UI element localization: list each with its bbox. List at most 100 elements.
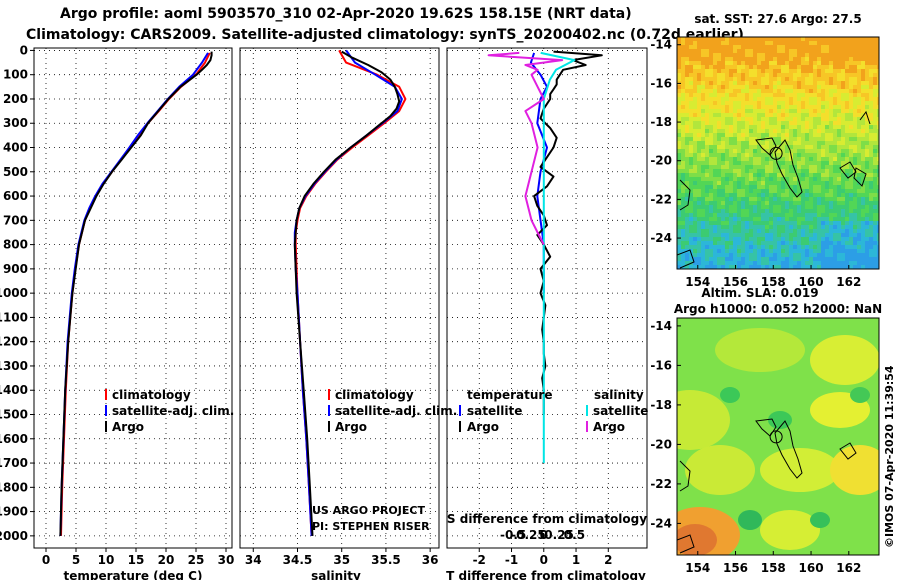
sst-cell [705, 137, 709, 141]
sst-cell [857, 173, 861, 177]
sst-cell [753, 157, 757, 161]
sst-cell [753, 261, 757, 265]
sst-cell [705, 41, 709, 45]
sst-cell [793, 241, 797, 245]
sst-cell [837, 205, 841, 209]
sst-cell [793, 105, 797, 109]
sst-cell [853, 229, 857, 233]
sst-cell [769, 65, 773, 69]
sst-cell [821, 145, 825, 149]
sst-cell [677, 181, 681, 185]
sst-cell [777, 245, 781, 249]
sst-cell [793, 149, 797, 153]
sst-cell [833, 253, 837, 257]
sst-cell [741, 225, 745, 229]
sst-cell [849, 129, 853, 133]
sst-cell [801, 185, 805, 189]
sst-cell [865, 141, 869, 145]
sst-cell [749, 77, 753, 81]
sst-cell [685, 245, 689, 249]
sst-cell [809, 253, 813, 257]
sst-cell [749, 97, 753, 101]
sst-cell [757, 109, 761, 113]
sst-cell [729, 145, 733, 149]
sst-cell [741, 85, 745, 89]
sst-cell [753, 41, 757, 45]
sst-cell [809, 77, 813, 81]
sst-cell [729, 141, 733, 145]
sst-cell [737, 109, 741, 113]
sst-cell [713, 61, 717, 65]
sst-cell [761, 201, 765, 205]
sst-cell [753, 133, 757, 137]
sst-cell [821, 65, 825, 69]
sst-cell [701, 137, 705, 141]
sst-cell [729, 169, 733, 173]
sst-cell [717, 89, 721, 93]
sst-cell [745, 97, 749, 101]
sst-cell [725, 233, 729, 237]
sst-cell [829, 161, 833, 165]
sst-cell [821, 113, 825, 117]
sst-cell [717, 69, 721, 73]
sst-cell [877, 165, 879, 169]
sst-cell [845, 129, 849, 133]
sst-cell [737, 193, 741, 197]
sst-cell [769, 161, 773, 165]
sst-cell [773, 109, 777, 113]
sst-cell [857, 37, 861, 41]
sst-cell [813, 257, 817, 261]
sst-cell [733, 41, 737, 45]
sst-cell [837, 61, 841, 65]
sst-cell [841, 53, 845, 57]
sst-cell [797, 249, 801, 253]
sst-cell [761, 73, 765, 77]
sst-cell [709, 245, 713, 249]
sst-cell [681, 77, 685, 81]
sst-cell [865, 41, 869, 45]
sst-cell [817, 93, 821, 97]
sst-cell [677, 85, 681, 89]
sst-cell [753, 109, 757, 113]
difference-inner-xlabel: S difference from climatology [447, 512, 647, 526]
sst-cell [761, 157, 765, 161]
sst-cell [805, 93, 809, 97]
sst-cell [757, 121, 761, 125]
sst-cell [869, 157, 873, 161]
sst-cell [717, 77, 721, 81]
sst-cell [861, 81, 865, 85]
sst-cell [677, 133, 681, 137]
sst-cell [845, 225, 849, 229]
sst-cell [729, 177, 733, 181]
sst-cell [705, 201, 709, 205]
sst-cell [729, 137, 733, 141]
sst-cell [745, 169, 749, 173]
sst-cell [849, 37, 853, 41]
sst-cell [757, 161, 761, 165]
sst-cell [721, 61, 725, 65]
sst-cell [769, 125, 773, 129]
legend-label-climatology: climatology [335, 388, 414, 402]
sst-cell [745, 121, 749, 125]
sst-cell [857, 125, 861, 129]
sst-cell [813, 205, 817, 209]
sst-cell [741, 125, 745, 129]
sst-cell [729, 73, 733, 77]
sst-cell [785, 225, 789, 229]
sst-cell [833, 45, 837, 49]
sst-cell [857, 45, 861, 49]
sst-cell [761, 97, 765, 101]
sst-cell [717, 185, 721, 189]
sst-cell [761, 145, 765, 149]
sst-cell [825, 225, 829, 229]
sst-cell [737, 157, 741, 161]
lon-tick-label: 158 [761, 561, 786, 575]
coastline-outline [679, 179, 691, 211]
sst-cell [721, 221, 725, 225]
sst-cell [829, 221, 833, 225]
sst-cell [689, 209, 693, 213]
sst-cell [721, 161, 725, 165]
sst-cell [829, 145, 833, 149]
temperature-panel [33, 47, 233, 549]
sst-cell [765, 49, 769, 53]
